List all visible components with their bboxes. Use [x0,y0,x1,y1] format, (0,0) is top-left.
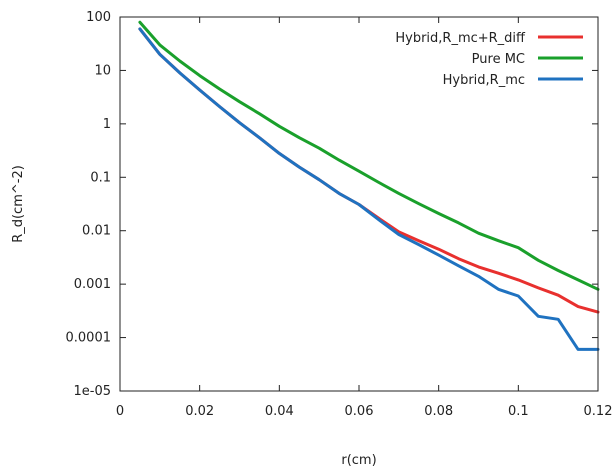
y-tick-label: 0.1 [90,170,111,185]
x-tick-label: 0.06 [345,404,374,419]
y-tick-label: 10 [94,63,111,78]
y-tick-label: 0.0001 [66,331,112,346]
tick-layer: 0 0.02 0.04 0.06 0.08 0.1 0.12 100 10 1 0.1 0.01 0.0… [66,10,613,419]
x-tick-label: 0.12 [584,404,613,419]
legend-label: Hybrid,R_mc+R_diff [395,31,526,46]
legend-label: Hybrid,R_mc [443,73,525,88]
y-tick-label: 1 [103,117,111,132]
x-tick-label: 0.08 [424,404,453,419]
x-tick-label: 0.1 [508,404,529,419]
x-axis-title: r(cm) [341,453,376,468]
legend-label: Pure MC [472,52,525,67]
y-tick-label: 0.01 [82,224,111,239]
y-axis-title: R_d(cm^-2) [11,165,26,243]
y-tick-label: 0.001 [74,277,111,292]
x-tick-label: 0 [116,404,124,419]
y-tick-label: 1e-05 [73,384,111,399]
x-tick-label: 0.02 [185,404,214,419]
y-tick-label: 100 [86,10,111,25]
legend: Hybrid,R_mc+R_diff Pure MC Hybrid,R_mc [395,31,583,88]
series-layer [138,20,600,351]
series-line-3 [138,27,600,351]
series-line-2 [138,20,600,291]
x-tick-label: 0.04 [265,404,294,419]
